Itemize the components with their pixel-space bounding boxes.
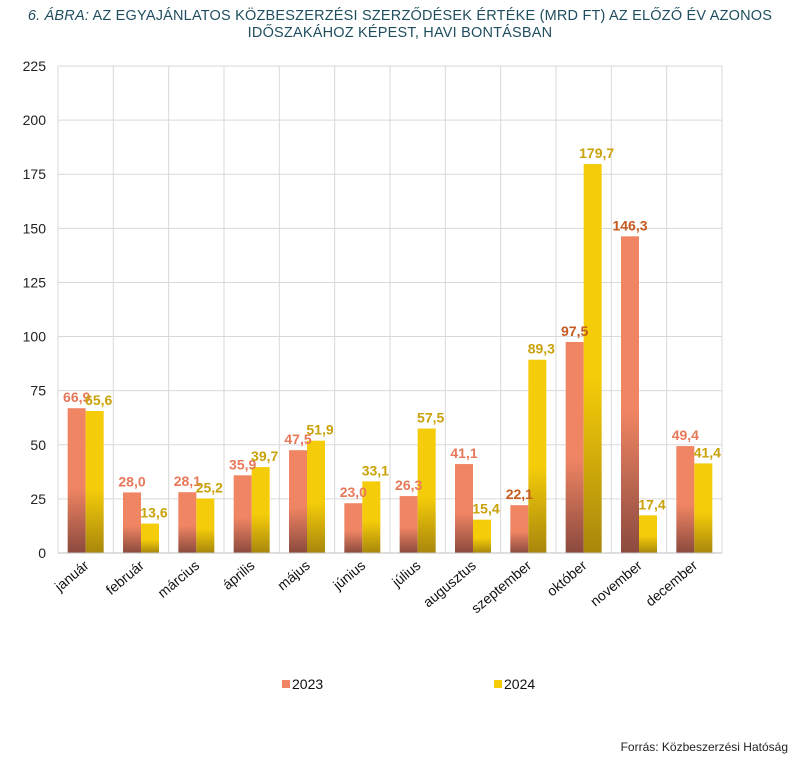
data-label-2024: 15,4 [472, 501, 499, 517]
y-tick-label: 25 [30, 491, 46, 507]
bar-2024 [362, 481, 381, 553]
legend-swatch-2024 [494, 680, 502, 688]
bar-2023 [510, 505, 529, 553]
x-category-label: március [154, 557, 202, 601]
x-category-label: december [642, 557, 700, 609]
data-label-2023: 49,4 [672, 427, 699, 443]
data-label-2023: 47,5 [284, 431, 311, 447]
legend-label-2023: 2023 [292, 676, 323, 692]
x-category-label: október [544, 557, 590, 599]
bar-2023 [67, 408, 86, 553]
bar-2023 [233, 475, 252, 553]
data-label-2024: 39,7 [251, 448, 278, 464]
data-label-2024: 89,3 [528, 341, 555, 357]
data-label-2023: 35,9 [229, 456, 256, 472]
y-tick-label: 75 [30, 383, 46, 399]
data-label-2024: 65,6 [85, 392, 112, 408]
x-category-label: június [329, 557, 368, 593]
source-note: Forrás: Közbeszerzési Hatóság [620, 740, 788, 754]
title-line-1: AZ EGYAJÁNLATOS KÖZBESZERZÉSI SZERZŐDÉSE… [92, 8, 773, 24]
bar-2024 [141, 523, 159, 553]
data-label-2024: 179,7 [579, 145, 614, 161]
data-label-2023: 28,0 [118, 473, 145, 489]
y-tick-label: 150 [23, 220, 47, 236]
bar-2023 [344, 503, 363, 553]
chart-title: 6. ÁBRA: AZ EGYAJÁNLATOS KÖZBESZERZÉSI S… [0, 8, 800, 42]
y-tick-label: 225 [23, 58, 47, 74]
data-label-2023: 66,9 [63, 389, 90, 405]
bar-2024 [528, 359, 547, 553]
x-category-label: szeptember [468, 557, 535, 616]
data-label-2024: 17,4 [638, 496, 665, 512]
data-label-2023: 22,1 [506, 486, 533, 502]
bar-2024 [307, 440, 325, 553]
data-label-2024: 57,5 [417, 410, 444, 426]
x-category-label: július [388, 557, 423, 590]
x-category-label: február [103, 557, 148, 598]
data-label-2023: 41,1 [450, 445, 477, 461]
x-category-label: november [587, 557, 645, 609]
bar-2024 [473, 519, 491, 553]
bar-2024 [196, 498, 215, 553]
bar-2023 [676, 446, 695, 553]
y-tick-label: 125 [23, 274, 47, 290]
y-tick-label: 175 [23, 166, 47, 182]
bar-2023 [178, 492, 197, 553]
title-line-2: IDŐSZAKÁHOZ KÉPEST, HAVI BONTÁSBAN [247, 25, 553, 41]
legend-label-2024: 2024 [504, 676, 535, 692]
bar-2023 [621, 236, 639, 553]
y-tick-label: 50 [30, 437, 46, 453]
data-label-2024: 25,2 [196, 479, 223, 495]
x-category-label: január [51, 557, 92, 595]
data-label-2024: 51,9 [306, 422, 333, 438]
x-category-label: május [274, 557, 313, 593]
data-label-2023: 97,5 [561, 323, 588, 339]
y-tick-label: 0 [38, 545, 46, 561]
title-prefix: 6. ÁBRA: [27, 8, 90, 24]
data-label-2024: 33,1 [362, 462, 389, 478]
y-tick-label: 100 [23, 329, 47, 345]
data-label-2024: 13,6 [140, 505, 167, 521]
data-label-2023: 146,3 [612, 217, 647, 233]
bar-2024 [639, 515, 657, 553]
y-tick-label: 200 [23, 112, 47, 128]
bar-2023 [565, 341, 584, 553]
data-label-2023: 26,3 [395, 477, 422, 493]
bar-2023 [123, 492, 141, 553]
bar-2024 [417, 428, 436, 553]
bar-2024 [251, 467, 270, 553]
bar-2023 [289, 450, 307, 553]
legend-swatch-2023 [282, 680, 290, 688]
data-label-2023: 28,1 [174, 473, 201, 489]
bar-2023 [455, 464, 473, 553]
bar-2024 [85, 411, 104, 553]
x-category-label: április [219, 557, 257, 593]
data-label-2023: 23,0 [340, 484, 367, 500]
bar-2023 [399, 496, 418, 553]
data-label-2024: 41,4 [694, 444, 721, 460]
bar-2024 [694, 463, 713, 553]
bar-2024 [583, 164, 602, 554]
